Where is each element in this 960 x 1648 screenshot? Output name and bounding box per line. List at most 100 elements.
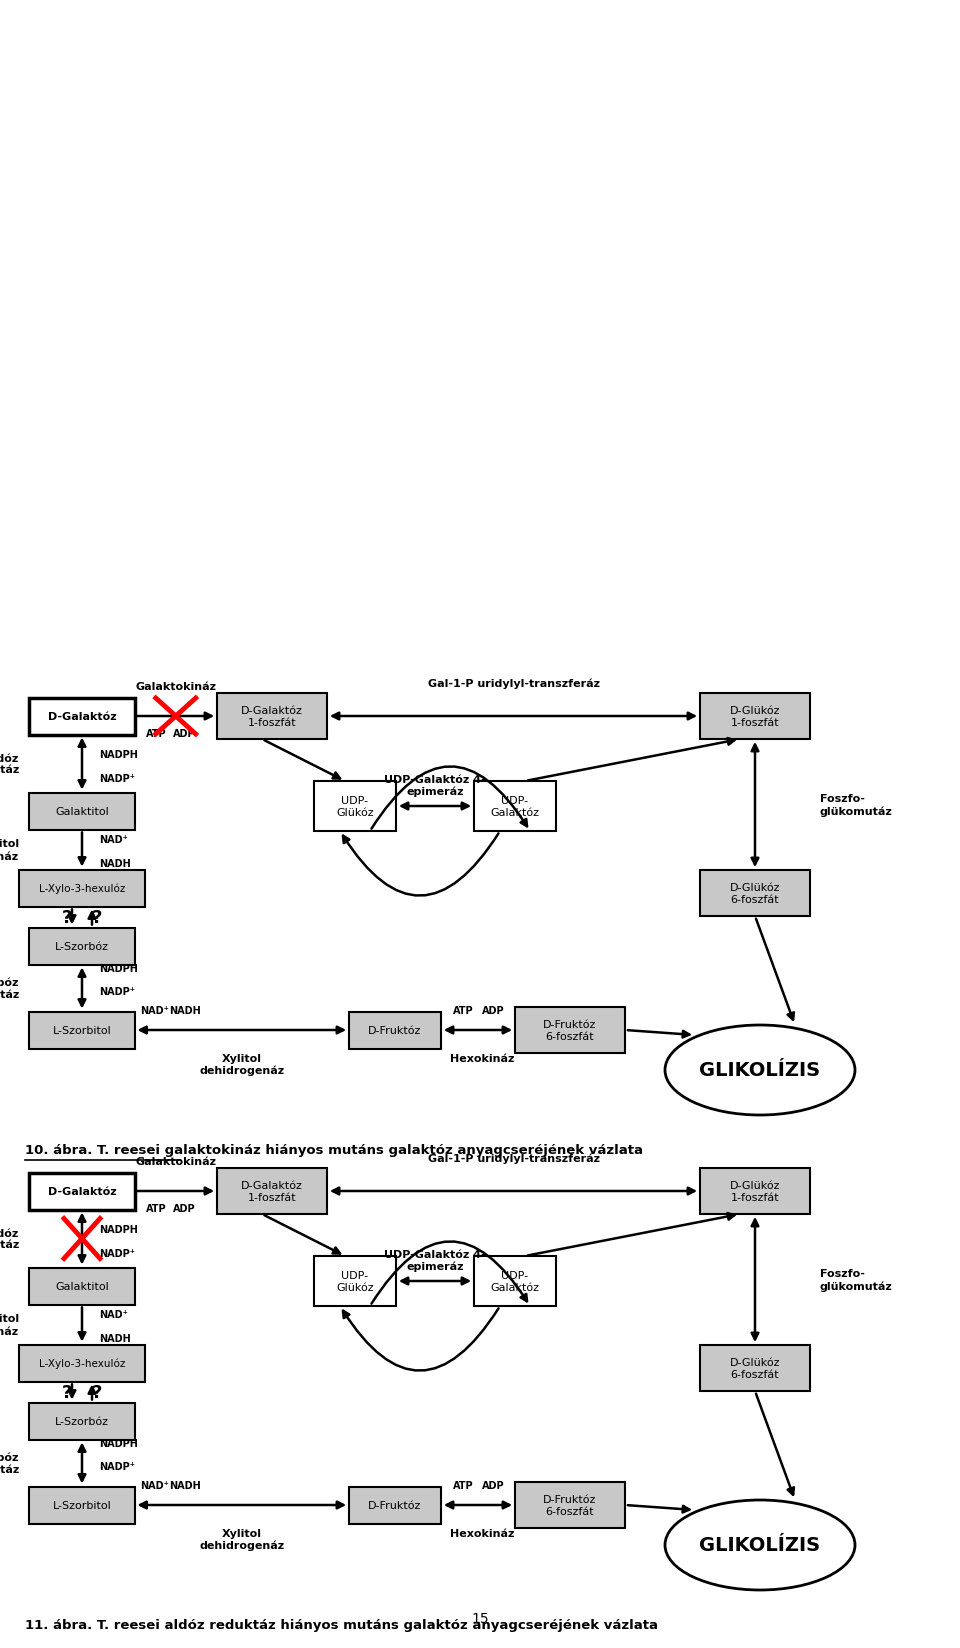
Bar <box>700 1168 810 1215</box>
Text: L-Szorbitol: L-Szorbitol <box>53 1025 111 1035</box>
Bar <box>30 928 134 966</box>
Bar <box>474 1256 556 1307</box>
Bar <box>19 870 145 906</box>
Text: UDP-Galaktóz 4-
epimeráz: UDP-Galaktóz 4- epimeráz <box>384 1249 486 1271</box>
Text: D-Galaktóz
1-foszfát: D-Galaktóz 1-foszfát <box>241 1180 303 1201</box>
Text: ADP: ADP <box>482 1005 504 1015</box>
Text: Galaktokináz: Galaktokináz <box>135 682 216 692</box>
Text: Foszfo-
glükomutáz: Foszfo- glükomutáz <box>820 794 893 816</box>
Bar <box>217 1168 327 1215</box>
Text: Szorbóz
reduktáz: Szorbóz reduktáz <box>0 1452 19 1473</box>
Bar <box>700 694 810 740</box>
Text: L-Arabinitol
dehidrogenáz: L-Arabinitol dehidrogenáz <box>0 1313 19 1337</box>
Text: Foszfo-
glükomutáz: Foszfo- glükomutáz <box>820 1269 893 1290</box>
Text: Galaktitol: Galaktitol <box>55 806 108 816</box>
Text: UDP-
Galaktóz: UDP- Galaktóz <box>491 796 540 817</box>
Bar <box>314 1256 396 1307</box>
Text: NADP⁺: NADP⁺ <box>99 1248 135 1257</box>
Bar <box>515 1482 625 1528</box>
Text: D-Galaktóz: D-Galaktóz <box>48 1187 116 1196</box>
Ellipse shape <box>665 1500 855 1590</box>
Text: Galaktokináz: Galaktokináz <box>135 1157 216 1167</box>
Bar <box>30 1173 134 1210</box>
Text: ?: ? <box>92 1383 102 1401</box>
Text: Aldóz
reduktáz: Aldóz reduktáz <box>0 753 19 775</box>
Bar <box>30 1402 134 1440</box>
Text: GLIKOLÍZIS: GLIKOLÍZIS <box>700 1536 821 1554</box>
Bar <box>700 870 810 916</box>
Text: NADH: NADH <box>169 1005 201 1015</box>
Text: D-Fruktóz: D-Fruktóz <box>369 1500 421 1510</box>
Text: ATP: ATP <box>453 1480 473 1490</box>
Bar <box>474 781 556 832</box>
Text: D-Galaktóz: D-Galaktóz <box>48 712 116 722</box>
Bar <box>515 1007 625 1053</box>
Text: ?: ? <box>61 1383 72 1401</box>
Text: Gal-1-P uridylyl-transzferáz: Gal-1-P uridylyl-transzferáz <box>427 1154 599 1163</box>
Text: D-Glükóz
6-foszfát: D-Glükóz 6-foszfát <box>730 1358 780 1379</box>
Text: D-Fruktóz: D-Fruktóz <box>369 1025 421 1035</box>
Text: NADH: NADH <box>169 1480 201 1490</box>
Text: Hexokináz: Hexokináz <box>450 1053 515 1063</box>
Text: ATP: ATP <box>146 1203 167 1213</box>
Text: NADPH: NADPH <box>99 964 138 974</box>
Bar <box>349 1486 441 1523</box>
Text: 10. ábra. T. reesei galaktokináz hiányos mutáns galaktóz anyagcseréjének vázlata: 10. ábra. T. reesei galaktokináz hiányos… <box>25 1144 643 1157</box>
Text: NAD⁺: NAD⁺ <box>140 1480 169 1490</box>
Bar <box>30 1012 134 1048</box>
Text: UDP-
Glükóz: UDP- Glükóz <box>336 796 373 817</box>
Text: Xylitol
dehidrogenáz: Xylitol dehidrogenáz <box>199 1528 284 1551</box>
Text: L-Xylo-3-hexulóz: L-Xylo-3-hexulóz <box>38 883 125 893</box>
Text: L-Szorbitol: L-Szorbitol <box>53 1500 111 1510</box>
Text: ADP: ADP <box>482 1480 504 1490</box>
Text: NADPH: NADPH <box>99 1439 138 1449</box>
Text: NADH: NADH <box>99 859 131 868</box>
Text: Galaktitol: Galaktitol <box>55 1280 108 1292</box>
Text: NADP⁺: NADP⁺ <box>99 1462 135 1472</box>
Bar <box>30 1486 134 1523</box>
Ellipse shape <box>665 1025 855 1116</box>
Text: Hexokináz: Hexokináz <box>450 1528 515 1538</box>
Bar <box>30 699 134 735</box>
Text: L-Szorbóz: L-Szorbóz <box>55 1416 109 1426</box>
Text: ?: ? <box>92 908 102 926</box>
Text: L-Szorbóz: L-Szorbóz <box>55 941 109 951</box>
Text: D-Glükóz
1-foszfát: D-Glükóz 1-foszfát <box>730 1180 780 1201</box>
Text: Aldóz
reduktáz: Aldóz reduktáz <box>0 1228 19 1249</box>
Text: ADP: ADP <box>173 1203 196 1213</box>
Text: ATP: ATP <box>146 728 167 738</box>
Text: NADH: NADH <box>99 1333 131 1343</box>
Text: Gal-1-P uridylyl-transzferáz: Gal-1-P uridylyl-transzferáz <box>427 677 599 689</box>
Text: NAD⁺: NAD⁺ <box>99 1309 128 1318</box>
Bar <box>349 1012 441 1048</box>
Text: L-Xylo-3-hexulóz: L-Xylo-3-hexulóz <box>38 1358 125 1368</box>
Text: UDP-
Glükóz: UDP- Glükóz <box>336 1271 373 1292</box>
Text: NAD⁺: NAD⁺ <box>99 834 128 844</box>
Text: NADPH: NADPH <box>99 750 138 760</box>
Bar <box>314 781 396 832</box>
Text: NADP⁺: NADP⁺ <box>99 773 135 783</box>
Bar <box>30 793 134 831</box>
Text: D-Fruktóz
6-foszfát: D-Fruktóz 6-foszfát <box>543 1495 597 1516</box>
Text: D-Galaktóz
1-foszfát: D-Galaktóz 1-foszfát <box>241 705 303 727</box>
Text: ATP: ATP <box>453 1005 473 1015</box>
Text: NADPH: NADPH <box>99 1224 138 1234</box>
Text: ADP: ADP <box>173 728 196 738</box>
Text: 15: 15 <box>471 1612 489 1625</box>
Text: UDP-Galaktóz 4-
epimeráz: UDP-Galaktóz 4- epimeráz <box>384 775 486 796</box>
Text: GLIKOLÍZIS: GLIKOLÍZIS <box>700 1061 821 1079</box>
Bar <box>19 1345 145 1381</box>
Text: L-Arabinitol
dehidrogenáz: L-Arabinitol dehidrogenáz <box>0 839 19 860</box>
Text: D-Glükóz
6-foszfát: D-Glükóz 6-foszfát <box>730 883 780 905</box>
Text: UDP-
Galaktóz: UDP- Galaktóz <box>491 1271 540 1292</box>
Text: 11. ábra. T. reesei aldóz reduktáz hiányos mutáns galaktóz anyagcseréjének vázla: 11. ábra. T. reesei aldóz reduktáz hiány… <box>25 1618 658 1632</box>
Text: NAD⁺: NAD⁺ <box>140 1005 169 1015</box>
Bar <box>217 694 327 740</box>
Text: D-Glükóz
1-foszfát: D-Glükóz 1-foszfát <box>730 705 780 727</box>
Text: Xylitol
dehidrogenáz: Xylitol dehidrogenáz <box>199 1053 284 1076</box>
Bar <box>30 1267 134 1305</box>
Text: ?: ? <box>61 908 72 926</box>
Text: D-Fruktóz
6-foszfát: D-Fruktóz 6-foszfát <box>543 1020 597 1042</box>
Bar <box>700 1345 810 1391</box>
Text: NADP⁺: NADP⁺ <box>99 987 135 997</box>
